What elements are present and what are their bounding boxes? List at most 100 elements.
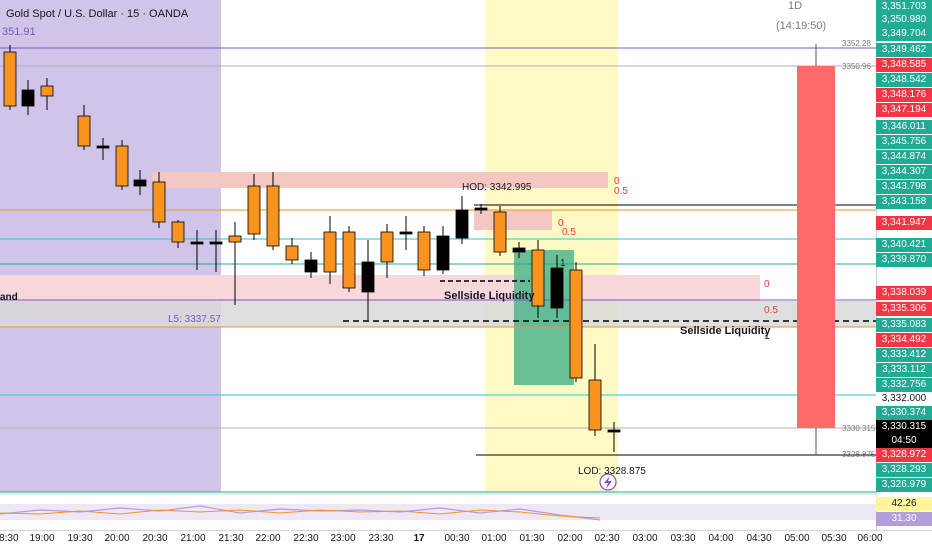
price-axis-label: 42.26 [876, 497, 932, 511]
price-note-3350: 3350.96 [842, 62, 871, 71]
bearish-candle [607, 429, 621, 433]
time-axis-label: 06:00 [857, 533, 883, 544]
price-axis-label: 3,344.307 [876, 165, 932, 179]
bullish-candle [40, 85, 54, 97]
bullish-candle [247, 185, 261, 235]
price-axis-label: 3,340.421 [876, 238, 932, 252]
asia-session-zone [0, 0, 221, 492]
price-axis-label: 3,339.870 [876, 253, 932, 267]
price-axis-label: 3,330.374 [876, 406, 932, 420]
time-axis-label: 03:30 [670, 533, 696, 544]
price-axis-label: 3,344.874 [876, 150, 932, 164]
price-chart[interactable] [0, 0, 932, 530]
time-axis-label: 21:30 [218, 533, 244, 544]
time-axis-label: 21:00 [180, 533, 206, 544]
price-axis-label: 3,349.462 [876, 43, 932, 57]
bearish-candle [361, 261, 375, 293]
time-axis-label: 04:30 [746, 533, 772, 544]
time-axis-label: 02:30 [594, 533, 620, 544]
time-axis-label: 05:00 [784, 533, 810, 544]
time-axis-label: 01:30 [519, 533, 545, 544]
countdown-timer: (14:19:50) [776, 20, 827, 32]
price-axis-label: 3,333.412 [876, 348, 932, 362]
price-axis-label: 3,343.798 [876, 180, 932, 194]
bearish-candle [209, 241, 223, 245]
oscillator-signal-line [0, 509, 601, 519]
price-axis-label: 3,335.306 [876, 302, 932, 316]
time-axis-label: 18:30 [0, 533, 19, 544]
bearish-candle [304, 259, 318, 273]
oscillator-band [0, 504, 876, 520]
time-axis-label: 02:00 [557, 533, 583, 544]
price-axis-label: 3,349.704 [876, 27, 932, 41]
bullish-candle [115, 145, 129, 187]
time-axis-label: 19:00 [29, 533, 55, 544]
price-axis-label: 3,348.542 [876, 73, 932, 87]
time-axis-label: 04:00 [708, 533, 734, 544]
price-axis-label: 3,334.492 [876, 333, 932, 347]
time-axis-label: 20:30 [142, 533, 168, 544]
symbol-title: Gold Spot / U.S. Dollar · 15 · OANDA [6, 8, 189, 20]
price-note-3328: 3328.875 [842, 450, 876, 459]
bullish-candle [588, 379, 602, 431]
price-axis-label: 3,328.972 [876, 448, 932, 462]
fib-one-label: 1 [764, 331, 770, 342]
bullish-candle [77, 115, 91, 147]
price-axis-label: 3,332.756 [876, 378, 932, 392]
bullish-candle [171, 221, 185, 243]
bearish-candle [133, 179, 147, 187]
price-note-3330: 3330.315 [842, 424, 876, 433]
sellside-liquidity-label-1: Sellside Liquidity [444, 290, 535, 302]
fib-half-label: 0.5 [764, 305, 778, 316]
price-axis-label: 3,348.585 [876, 58, 932, 72]
bearish-candle [21, 89, 35, 107]
price-note-3352: 3352.28 [842, 39, 871, 48]
bullish-candle [531, 249, 545, 307]
bearish-candle [399, 231, 413, 235]
countdown-timeframe: 1D [788, 0, 803, 12]
bullish-candle [266, 185, 280, 247]
time-axis-label: 01:00 [481, 533, 507, 544]
daily-candle-body [797, 66, 835, 428]
bearish-candle [512, 247, 526, 253]
price-axis-label: 3,341.947 [876, 216, 932, 230]
lod-label: LOD: 3328.875 [578, 466, 646, 477]
price-axis-label: 3,333.112 [876, 363, 932, 377]
session-high-label: 351.91 [2, 26, 36, 38]
bullish-candle [569, 269, 583, 379]
price-axis-label: 3,328.293 [876, 463, 932, 477]
price-axis-label: 3,348.176 [876, 88, 932, 102]
range-zone [0, 301, 876, 327]
time-axis-label: 17 [413, 533, 425, 544]
alert-lightning-icon [604, 476, 612, 489]
bullish-candle [228, 235, 242, 243]
price-axis-label: 3,351.703 [876, 0, 932, 14]
bullish-candle [323, 231, 337, 273]
price-axis-label: 3,338.039 [876, 286, 932, 300]
price-axis-label: 3,343.158 [876, 195, 932, 209]
price-axis-label: 3,350.980 [876, 13, 932, 27]
time-axis-label: 03:00 [632, 533, 658, 544]
fib-one-small: 1 [560, 258, 566, 269]
price-axis-label: 3,345.756 [876, 135, 932, 149]
bullish-candle [152, 181, 166, 223]
sellside-liquidity-label-2: Sellside Liquidity [680, 325, 771, 337]
time-axis-label: 20:00 [104, 533, 130, 544]
fvg-zone-2 [474, 210, 552, 230]
band-label: and [0, 292, 18, 303]
time-axis-label: 23:30 [368, 533, 394, 544]
time-axis-label: 22:00 [255, 533, 281, 544]
bullish-candle [342, 231, 356, 289]
price-axis-label: 3,335.083 [876, 318, 932, 332]
bearish-candle [96, 145, 110, 149]
fib-half-small-2: 0.5 [562, 227, 576, 238]
bullish-candle [493, 211, 507, 253]
bearish-candle [474, 207, 488, 211]
time-axis[interactable] [0, 530, 932, 551]
time-axis-label: 00:30 [444, 533, 470, 544]
bearish-candle [190, 241, 204, 245]
fib-zero-label: 0 [764, 279, 770, 290]
bearish-candle [455, 209, 469, 239]
fvg-zone-1 [152, 172, 608, 188]
fib-half-small-1: 0.5 [614, 186, 628, 197]
